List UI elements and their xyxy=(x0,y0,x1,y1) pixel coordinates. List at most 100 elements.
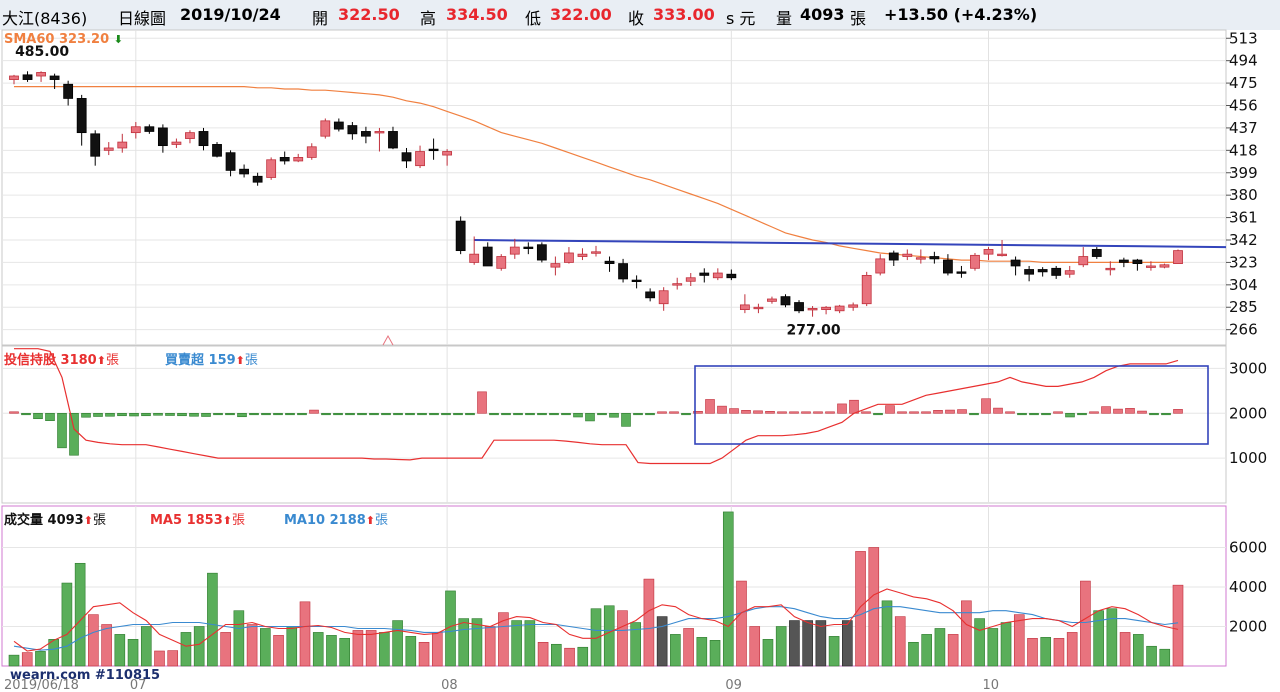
candle-body xyxy=(834,305,845,312)
volume-bar xyxy=(167,650,179,667)
candle-body xyxy=(103,147,114,151)
candle-body xyxy=(631,279,642,283)
netbuy-bar xyxy=(369,412,379,416)
candle-body xyxy=(157,127,168,147)
netbuy-bar xyxy=(693,411,703,414)
netbuy-bar xyxy=(549,412,559,416)
volume-bar xyxy=(656,616,668,667)
high-label: 高 xyxy=(420,9,437,28)
netbuy-bar xyxy=(729,408,739,414)
y-tick-label: 2000 xyxy=(1229,617,1267,635)
volume-bar xyxy=(736,580,747,667)
volume-bar xyxy=(630,622,641,667)
candle-body xyxy=(929,256,940,260)
netbuy-legend-text: 買賣超 159 xyxy=(165,353,236,368)
netbuy-bar xyxy=(417,412,427,416)
high-value: 334.50 xyxy=(446,5,508,24)
netbuy-bar xyxy=(1041,412,1051,416)
volume-bar xyxy=(802,620,813,667)
y-tick-label: 418 xyxy=(1229,141,1258,159)
highlight-box xyxy=(694,365,1209,445)
netbuy-bar xyxy=(525,412,535,416)
netbuy-bar xyxy=(261,412,271,416)
candle-body xyxy=(712,272,723,279)
volume-bar xyxy=(762,639,774,667)
netbuy-bar xyxy=(237,412,247,418)
candle-body xyxy=(90,133,101,157)
volume-bar xyxy=(418,641,430,667)
netbuy-bar xyxy=(321,412,331,416)
sma60-line xyxy=(14,86,1179,263)
arrow-up-icon: ⬆ xyxy=(222,514,232,527)
volume-bar xyxy=(537,641,549,667)
candle-body xyxy=(604,260,615,264)
candle-body xyxy=(888,252,899,261)
netbuy-bar xyxy=(201,412,211,417)
volume-bar xyxy=(617,610,628,667)
volume-bar xyxy=(352,630,364,667)
sma-legend: SMA60 323.20 ⬇ xyxy=(4,32,123,47)
candle-body xyxy=(875,258,886,274)
volume-bar xyxy=(551,643,562,667)
candle-body xyxy=(618,263,628,280)
marker-triangle xyxy=(382,334,394,346)
netbuy-bar xyxy=(825,411,835,414)
netbuy-bar xyxy=(669,411,679,414)
volume-bar xyxy=(908,641,919,667)
candle-body xyxy=(1132,259,1143,264)
candle-body xyxy=(577,253,588,257)
candle-body xyxy=(658,290,669,305)
volume-bar xyxy=(207,572,218,667)
candle-body xyxy=(753,306,764,310)
y-tick-label: 4000 xyxy=(1229,578,1267,596)
netbuy-bar xyxy=(1173,409,1183,414)
netbuy-bar xyxy=(441,412,451,416)
y-tick-label: 1000 xyxy=(1229,449,1267,467)
price-annotation: 485.00 xyxy=(15,44,69,60)
volume-bar xyxy=(670,634,681,667)
candle-body xyxy=(807,308,818,311)
netbuy-bar xyxy=(1113,408,1123,414)
netbuy-bar xyxy=(741,410,751,414)
candle-body xyxy=(536,244,547,261)
volume-bar xyxy=(8,654,20,667)
netbuy-bar xyxy=(213,412,223,416)
volume-bar xyxy=(445,590,456,667)
candle-body xyxy=(496,256,507,269)
candle-body xyxy=(415,151,425,167)
volume-bar xyxy=(220,632,231,667)
candle-body xyxy=(1105,267,1116,271)
change-value: +13.50 (+4.23%) xyxy=(884,5,1038,24)
volume-bar xyxy=(947,634,959,667)
volume-legend: 成交量 4093⬆張 xyxy=(4,509,106,528)
volume-bar xyxy=(1093,610,1104,667)
netbuy-bar xyxy=(969,412,979,416)
candle-body xyxy=(645,291,656,299)
candle-body xyxy=(185,132,195,139)
netbuy-bar xyxy=(153,412,163,416)
y-tick-label: 361 xyxy=(1229,209,1258,227)
netbuy-bar xyxy=(765,411,775,414)
netbuy-bar xyxy=(621,412,631,427)
candle-body xyxy=(1173,250,1183,264)
netbuy-bar xyxy=(633,412,643,416)
volume-bar xyxy=(524,620,536,667)
volume-bar xyxy=(1027,638,1038,667)
volume-bar xyxy=(696,637,708,667)
netbuy-bar xyxy=(909,411,919,414)
volume-bar xyxy=(828,636,840,667)
netbuy-bar xyxy=(561,412,571,416)
netbuy-bar xyxy=(957,409,967,414)
candle-body xyxy=(1146,265,1156,268)
candle-body xyxy=(22,74,33,80)
volume-bar xyxy=(1066,632,1078,667)
candle-body xyxy=(428,148,439,152)
candle-body xyxy=(144,126,155,132)
volume-bar xyxy=(709,640,721,667)
volume-bar xyxy=(498,612,509,667)
netbuy-bar xyxy=(705,399,715,414)
candle-body xyxy=(36,72,46,77)
volume-bar xyxy=(564,647,575,667)
volume-bar xyxy=(1106,608,1118,667)
netbuy-bar xyxy=(609,412,619,418)
